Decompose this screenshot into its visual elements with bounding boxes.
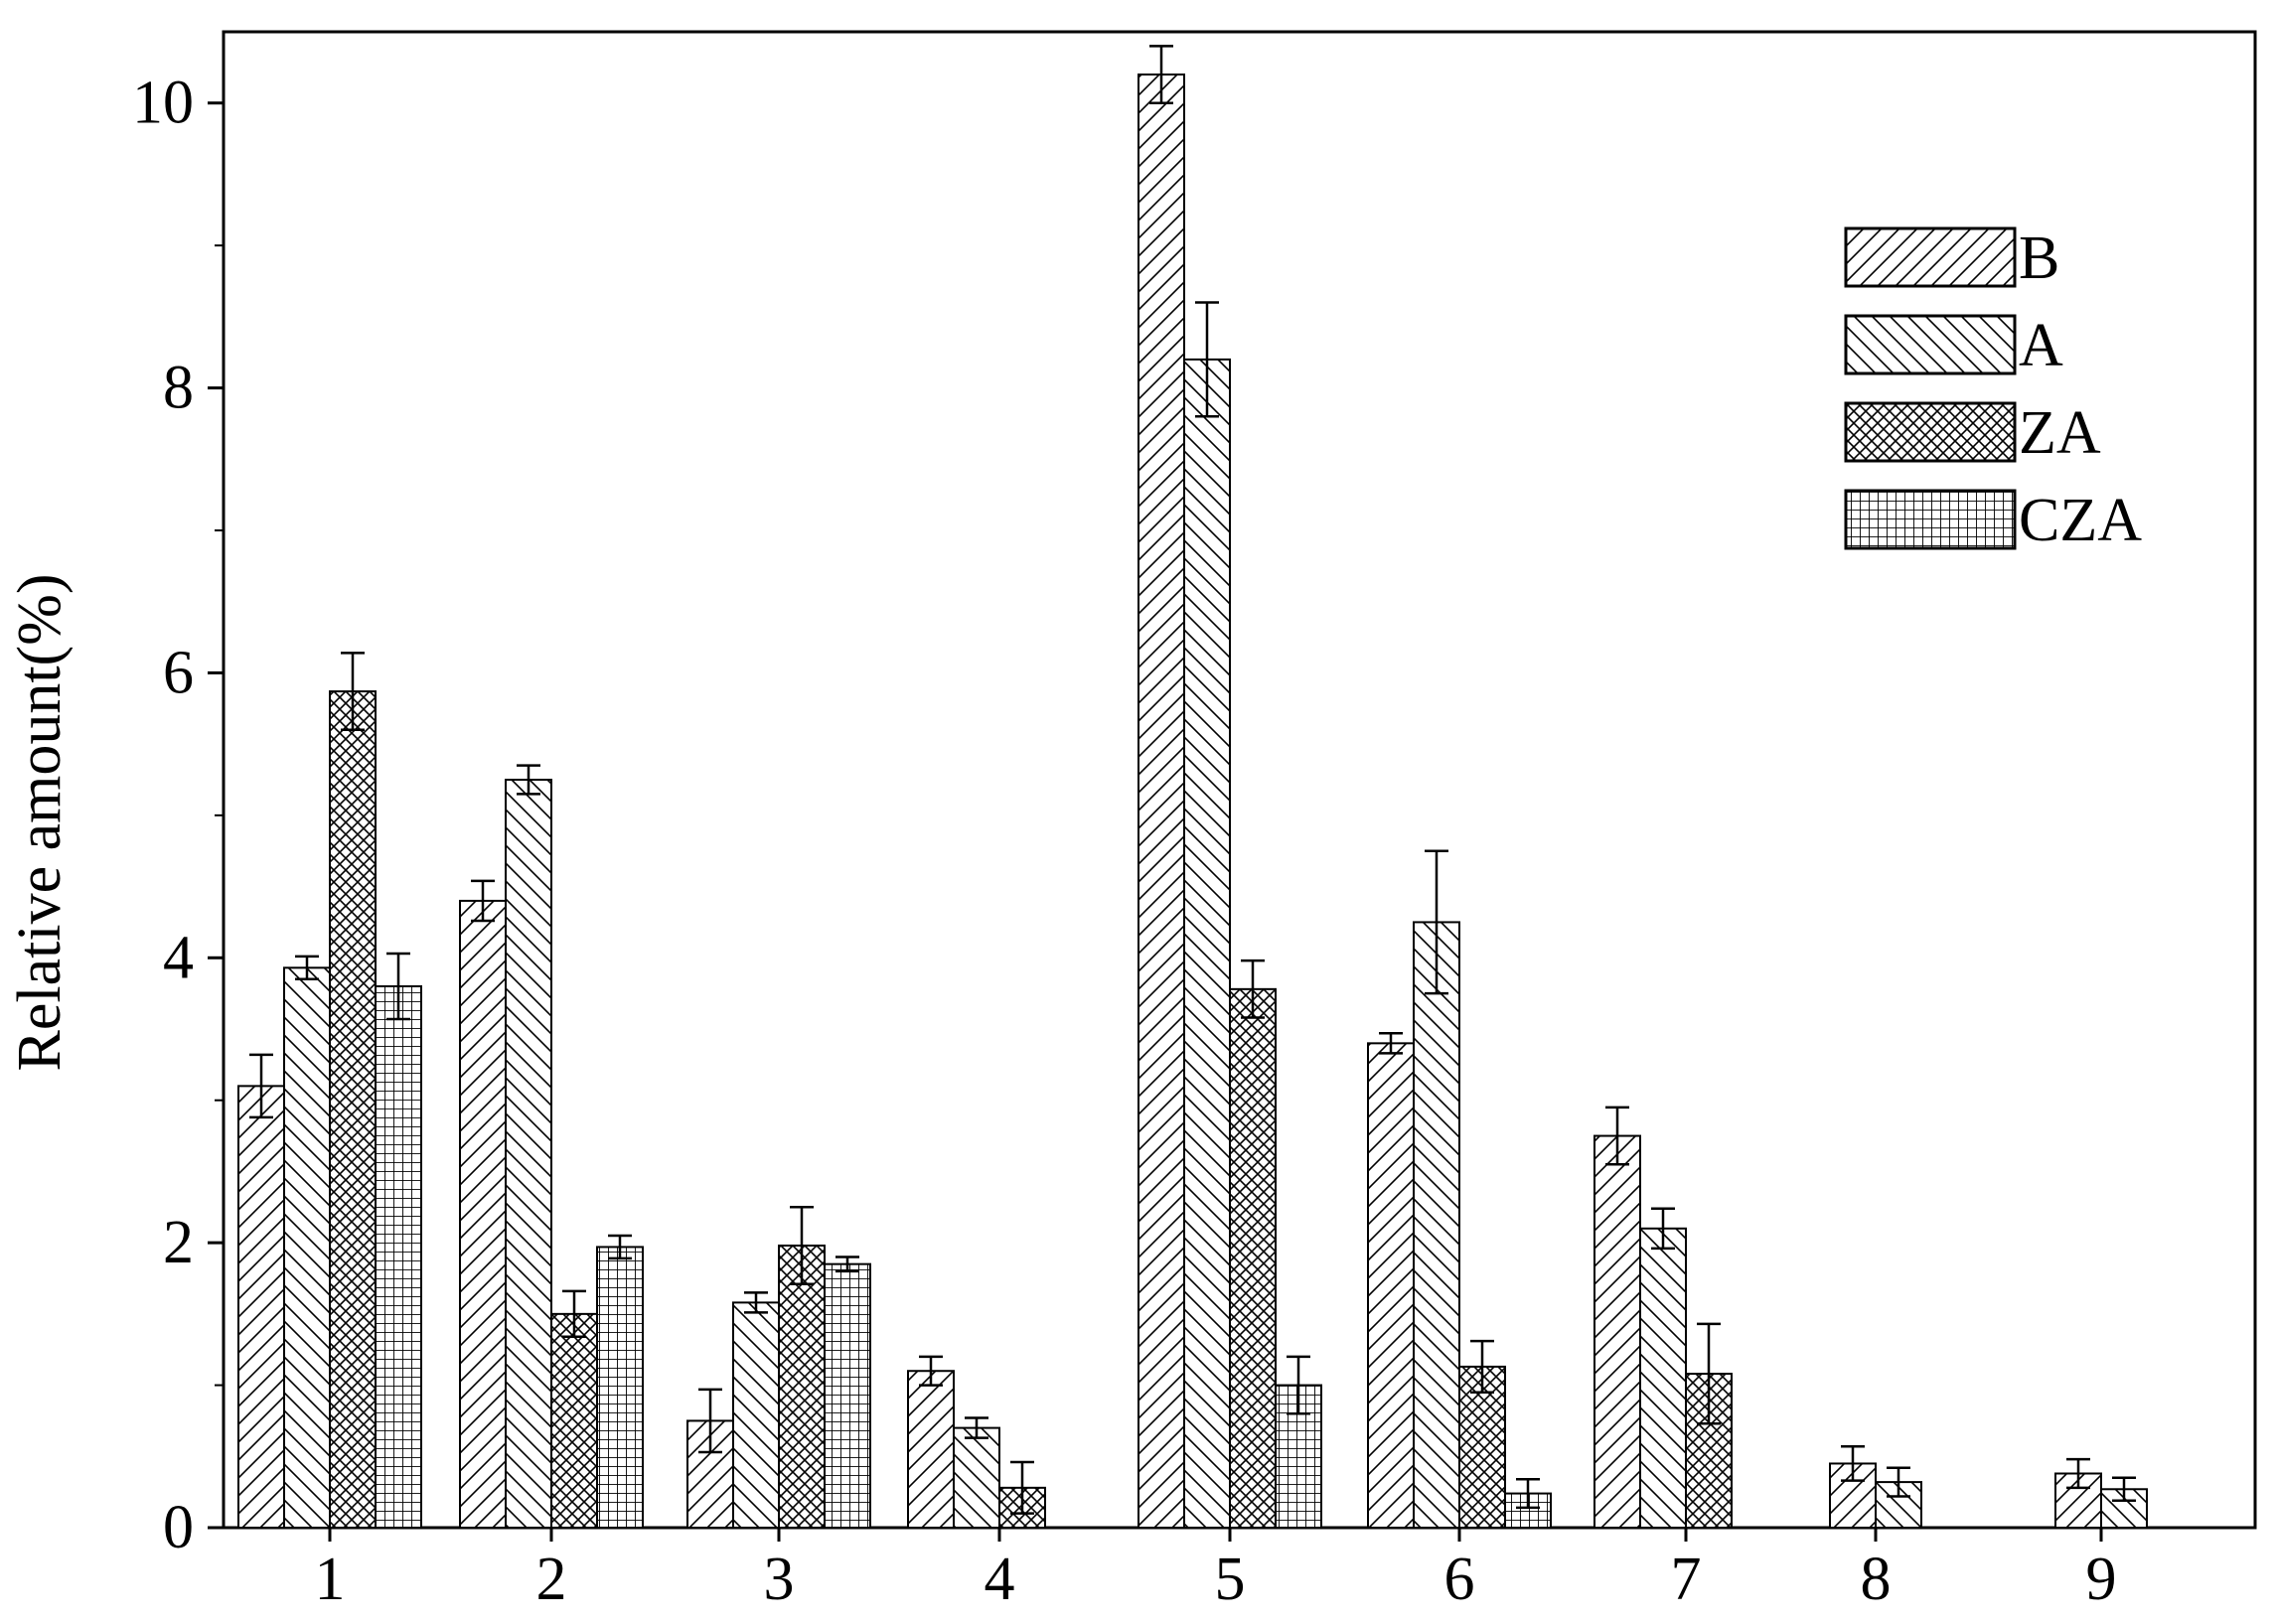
legend: BA ZA CZA <box>1844 224 2142 554</box>
x-tick-label-7: 7 <box>1671 1546 1702 1613</box>
error-bar-B-3 <box>698 1388 722 1454</box>
error-bar-A-1 <box>295 955 319 981</box>
bar-ZA-3 <box>778 1245 826 1530</box>
y-tick-label-0: 0 <box>163 1494 194 1561</box>
bars-layer <box>237 74 2148 1530</box>
legend-item-CZA: CZA <box>1844 487 2142 554</box>
legend-item-B: B <box>1844 224 2059 292</box>
x-tick-label-3: 3 <box>764 1546 795 1613</box>
error-bar-A-8 <box>1887 1466 1910 1498</box>
error-bar-CZA-1 <box>386 952 410 1021</box>
error-bar-ZA-6 <box>1470 1339 1494 1394</box>
error-bar-A-5 <box>1195 301 1219 418</box>
error-bar-B-4 <box>919 1355 943 1387</box>
y-tick-label-4: 4 <box>163 924 194 991</box>
legend-swatch-B <box>1844 226 2017 288</box>
error-bar-B-5 <box>1149 45 1173 104</box>
error-bar-ZA-4 <box>1010 1460 1034 1515</box>
error-bar-B-1 <box>249 1053 273 1119</box>
x-tick-label-1: 1 <box>315 1546 346 1613</box>
error-bar-A-7 <box>1651 1207 1675 1251</box>
bar-A-9 <box>2100 1488 2148 1530</box>
x-tick-label-5: 5 <box>1215 1546 1246 1613</box>
error-bar-CZA-6 <box>1516 1477 1540 1510</box>
y-tick-label-10: 10 <box>132 70 194 137</box>
bar-ZA-1 <box>329 690 377 1529</box>
bar-B-7 <box>1593 1134 1641 1529</box>
bar-CZA-1 <box>375 984 422 1529</box>
error-bar-A-9 <box>2112 1476 2136 1502</box>
x-tick-label-2: 2 <box>536 1546 567 1613</box>
x-tick-label-8: 8 <box>1861 1546 1892 1613</box>
error-bar-ZA-3 <box>790 1206 814 1285</box>
bar-B-4 <box>907 1370 955 1529</box>
bar-B-2 <box>459 899 507 1529</box>
legend-item-A: A <box>1844 312 2063 379</box>
bar-A-4 <box>953 1426 1000 1529</box>
error-bar-CZA-3 <box>835 1255 859 1273</box>
x-tick-label-6: 6 <box>1444 1546 1475 1613</box>
y-tick-label-2: 2 <box>163 1209 194 1276</box>
legend-swatch-A <box>1844 314 2017 375</box>
errorbars-layer <box>249 45 2136 1515</box>
bar-CZA-6 <box>1504 1492 1552 1530</box>
bar-A-6 <box>1413 921 1460 1529</box>
legend-label-B: B <box>2019 224 2059 292</box>
bar-ZA-2 <box>550 1312 598 1530</box>
error-bar-A-6 <box>1425 849 1448 995</box>
bar-B-6 <box>1367 1042 1415 1530</box>
error-bar-CZA-2 <box>608 1234 632 1260</box>
error-bar-ZA-5 <box>1241 959 1265 1019</box>
legend-swatch-ZA <box>1844 401 2017 463</box>
y-tick-label-8: 8 <box>163 355 194 422</box>
legend-label-CZA: CZA <box>2019 487 2142 554</box>
bar-ZA-5 <box>1229 987 1277 1529</box>
error-bar-A-2 <box>517 764 540 796</box>
bar-CZA-3 <box>824 1262 871 1529</box>
bar-A-2 <box>505 779 552 1529</box>
error-bar-B-6 <box>1379 1032 1403 1055</box>
error-bar-B-7 <box>1605 1106 1629 1166</box>
legend-item-ZA: ZA <box>1844 399 2101 467</box>
bar-B-5 <box>1138 74 1185 1530</box>
axes-layer: 1 2 3 4 5 6 7 8 9 0 2 4 6 8 10 <box>132 70 2117 1613</box>
error-bar-A-4 <box>965 1416 988 1439</box>
legend-label-ZA: ZA <box>2019 399 2101 467</box>
x-tick-label-9: 9 <box>2086 1546 2117 1613</box>
error-bar-B-8 <box>1841 1444 1865 1482</box>
y-tick-label-6: 6 <box>163 639 194 706</box>
error-bar-A-3 <box>744 1291 768 1314</box>
error-bar-B-2 <box>471 879 495 923</box>
bar-A-5 <box>1183 358 1231 1529</box>
bar-A-3 <box>732 1301 780 1529</box>
y-axis-title: Relative amount(%) <box>6 574 74 1072</box>
bar-A-1 <box>283 966 331 1529</box>
error-bar-ZA-2 <box>562 1289 586 1339</box>
error-bar-ZA-7 <box>1697 1322 1721 1425</box>
legend-swatch-CZA <box>1844 489 2017 550</box>
bar-CZA-2 <box>596 1246 644 1529</box>
legend-label-A: A <box>2019 312 2063 379</box>
error-bar-ZA-1 <box>341 652 365 732</box>
error-bar-CZA-5 <box>1287 1355 1310 1415</box>
bar-B-1 <box>237 1085 285 1530</box>
error-bar-B-9 <box>2066 1457 2090 1490</box>
x-tick-label-4: 4 <box>985 1546 1015 1613</box>
bar-A-7 <box>1639 1227 1687 1530</box>
